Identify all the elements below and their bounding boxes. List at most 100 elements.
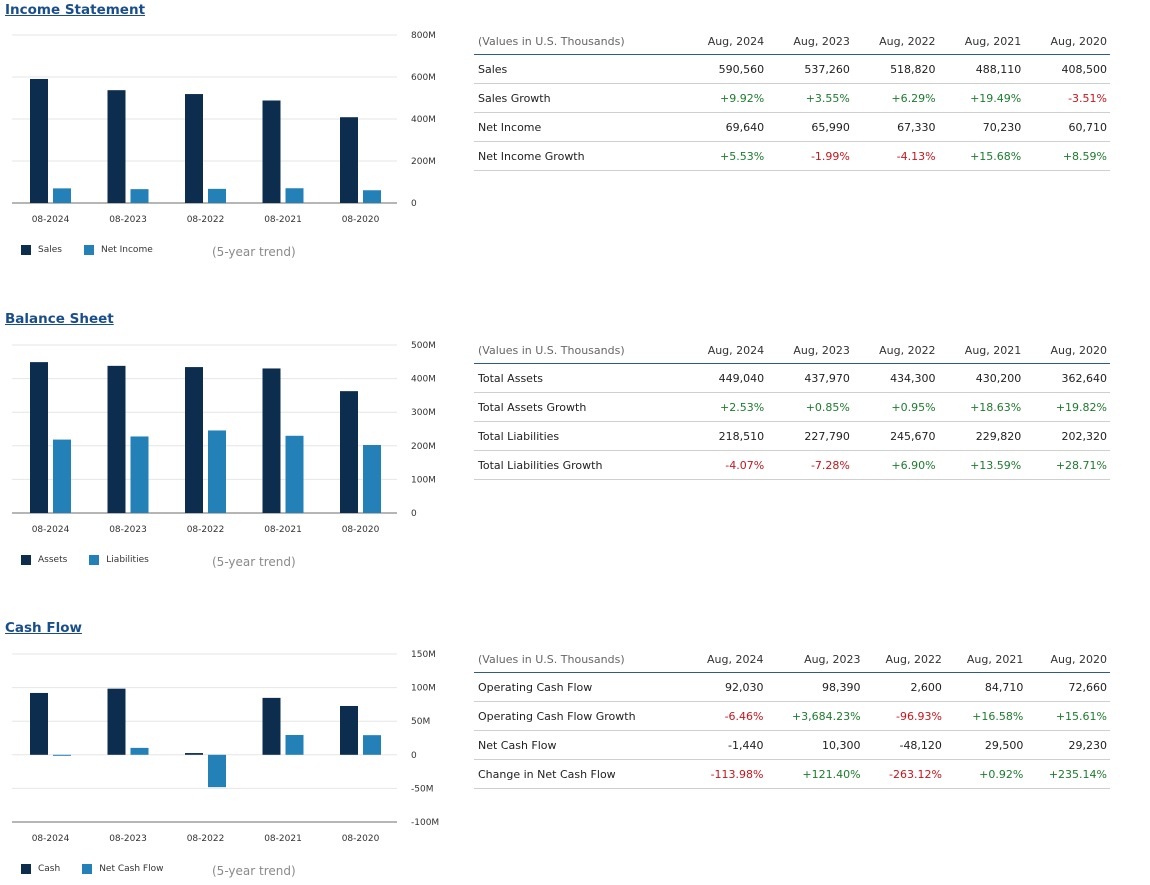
bar-net-income-08-2024[interactable] bbox=[53, 188, 71, 203]
table-cell: 434,300 bbox=[852, 363, 939, 393]
bar-sales-08-2021[interactable] bbox=[262, 100, 281, 203]
bar-net-cash-flow-08-2021[interactable] bbox=[285, 734, 304, 755]
bar-liabilities-08-2021[interactable] bbox=[285, 435, 304, 513]
x-tick-label: 08-2024 bbox=[32, 834, 70, 844]
cash-flow-table: (Values in U.S. Thousands) Aug, 2024 Aug, … bbox=[474, 646, 1110, 789]
bar-sales-08-2020[interactable] bbox=[340, 117, 358, 203]
bar-liabilities-08-2020[interactable] bbox=[363, 445, 381, 513]
bar-net-income-08-2022[interactable] bbox=[208, 188, 226, 203]
row-label: Total Assets Growth bbox=[474, 392, 682, 422]
table-cell: 488,110 bbox=[938, 54, 1025, 84]
bar-liabilities-08-2022[interactable] bbox=[208, 430, 226, 513]
cash-flow-link[interactable]: Cash Flow bbox=[5, 620, 82, 636]
income-statement-link[interactable]: Income Statement bbox=[5, 2, 146, 18]
bar-liabilities-08-2024[interactable] bbox=[53, 439, 71, 513]
table-cell: +9.92% bbox=[681, 83, 768, 113]
table-row: Net Income 69,640 65,990 67,330 70,230 60,710 bbox=[474, 112, 1110, 142]
bar-sales-08-2024[interactable] bbox=[30, 78, 48, 203]
bar-net-cash-flow-08-2022[interactable] bbox=[208, 754, 226, 788]
y-tick-label: 600M bbox=[411, 73, 436, 83]
bar-sales-08-2022[interactable] bbox=[185, 94, 203, 203]
table-cell: +121.40% bbox=[766, 759, 864, 789]
bar-cash-08-2021[interactable] bbox=[262, 697, 281, 755]
row-label: Net Income bbox=[474, 112, 682, 142]
table-cell: 2,600 bbox=[863, 672, 945, 702]
table-cell: -1.99% bbox=[767, 141, 853, 171]
trend-label: (5-year trend) bbox=[212, 555, 296, 569]
column-header: Aug, 2021 bbox=[938, 337, 1025, 364]
table-cell: 227,790 bbox=[767, 421, 853, 451]
bar-cash-08-2022[interactable] bbox=[185, 753, 203, 755]
bar-net-income-08-2021[interactable] bbox=[285, 188, 304, 203]
bar-net-income-08-2020[interactable] bbox=[363, 190, 381, 203]
x-tick-label: 08-2024 bbox=[32, 215, 70, 225]
bar-assets-08-2023[interactable] bbox=[107, 365, 126, 513]
income-statement-table: (Values in U.S. Thousands) Aug, 2024 Aug, … bbox=[474, 28, 1110, 171]
bar-liabilities-08-2023[interactable] bbox=[130, 436, 149, 513]
bar-assets-08-2024[interactable] bbox=[30, 362, 48, 513]
x-tick-label: 08-2020 bbox=[342, 834, 380, 844]
table-cell: 84,710 bbox=[944, 672, 1027, 702]
table-cell: -96.93% bbox=[863, 701, 945, 731]
table-cell: +8.59% bbox=[1024, 141, 1110, 171]
table-cell: -6.46% bbox=[685, 701, 767, 731]
y-tick-label: 200M bbox=[411, 157, 436, 167]
legend-label-net-cash-flow: Net Cash Flow bbox=[99, 864, 164, 874]
table-cell: 430,200 bbox=[938, 363, 1025, 393]
row-label: Total Assets bbox=[474, 363, 682, 393]
y-tick-label: 0 bbox=[411, 509, 417, 519]
legend-label-net-income: Net Income bbox=[100, 245, 153, 255]
table-cell: +6.29% bbox=[852, 83, 939, 113]
balance-sheet-legend: Assets Liabilities bbox=[21, 555, 171, 565]
bar-net-cash-flow-08-2024[interactable] bbox=[53, 754, 71, 756]
bar-cash-08-2023[interactable] bbox=[107, 688, 126, 755]
table-cell: 590,560 bbox=[681, 54, 768, 84]
table-cell: 518,820 bbox=[852, 54, 939, 84]
table-cell: 92,030 bbox=[685, 672, 767, 702]
table-cell: 10,300 bbox=[766, 730, 864, 760]
table-cell: +0.92% bbox=[944, 759, 1027, 789]
bar-net-cash-flow-08-2023[interactable] bbox=[130, 747, 149, 755]
x-tick-label: 08-2023 bbox=[109, 215, 147, 225]
table-cell: +18.63% bbox=[938, 392, 1025, 422]
column-header: Aug, 2022 bbox=[852, 337, 939, 364]
column-header: Aug, 2024 bbox=[685, 646, 767, 673]
column-header: Aug, 2020 bbox=[1024, 337, 1110, 364]
legend-swatch-net-income bbox=[83, 245, 94, 255]
bar-assets-08-2021[interactable] bbox=[262, 368, 281, 513]
bar-assets-08-2022[interactable] bbox=[185, 367, 203, 513]
table-cell: 408,500 bbox=[1024, 54, 1110, 84]
row-label: Net Cash Flow bbox=[474, 730, 686, 760]
y-tick-label: 0 bbox=[411, 751, 417, 761]
balance-sheet-link[interactable]: Balance Sheet bbox=[5, 311, 114, 327]
table-cell: +16.58% bbox=[944, 701, 1027, 731]
y-tick-label: -100M bbox=[411, 818, 439, 828]
bar-net-income-08-2023[interactable] bbox=[130, 189, 149, 203]
table-cell: +235.14% bbox=[1026, 759, 1110, 789]
bar-cash-08-2020[interactable] bbox=[340, 705, 358, 755]
table-cell: -3.51% bbox=[1024, 83, 1110, 113]
table-cell: 98,390 bbox=[766, 672, 864, 702]
income-statement-section: Income Statement 0 200M 400M 600M 800M 08-202… bbox=[0, 0, 1150, 300]
x-tick-label: 08-2020 bbox=[342, 215, 380, 225]
legend-label-liabilities: Liabilities bbox=[106, 555, 149, 565]
legend-label-cash: Cash bbox=[38, 864, 61, 874]
table-cell: -7.28% bbox=[767, 450, 853, 480]
y-tick-label: 400M bbox=[411, 115, 436, 125]
table-row: Total Liabilities 218,510 227,790 245,670 22… bbox=[474, 421, 1110, 451]
bar-net-cash-flow-08-2020[interactable] bbox=[363, 735, 381, 755]
table-cell: 218,510 bbox=[681, 421, 768, 451]
y-tick-label: 50M bbox=[411, 717, 430, 727]
table-cell: +19.49% bbox=[938, 83, 1025, 113]
row-label: Net Income Growth bbox=[474, 141, 682, 171]
column-header: Aug, 2022 bbox=[863, 646, 945, 673]
table-cell: +0.95% bbox=[852, 392, 939, 422]
y-tick-label: 150M bbox=[411, 650, 436, 660]
row-label: Sales bbox=[474, 54, 682, 84]
bar-cash-08-2024[interactable] bbox=[30, 692, 48, 755]
table-cell: -113.98% bbox=[685, 759, 767, 789]
table-header-row: (Values in U.S. Thousands) Aug, 2024 Aug, … bbox=[474, 646, 1110, 673]
bar-sales-08-2023[interactable] bbox=[107, 90, 126, 203]
legend-swatch-cash bbox=[21, 864, 31, 874]
bar-assets-08-2020[interactable] bbox=[340, 391, 358, 513]
